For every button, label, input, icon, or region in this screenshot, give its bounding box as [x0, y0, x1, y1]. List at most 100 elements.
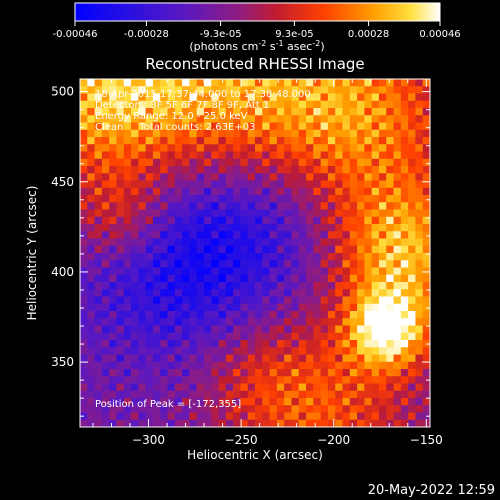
heatmap-cell [225, 267, 234, 276]
heatmap-cell [364, 412, 373, 421]
heatmap-cell [364, 303, 373, 312]
heatmap-cell [276, 216, 285, 225]
heatmap-cell [189, 79, 198, 87]
heatmap-cell [87, 296, 95, 305]
heatmap-cell [400, 398, 409, 406]
heatmap-cell [211, 361, 219, 370]
heatmap-cell [182, 86, 190, 94]
heatmap-cell [313, 195, 322, 203]
heatmap-cell [160, 267, 168, 276]
heatmap-cell [320, 129, 329, 138]
heatmap-cell [218, 180, 227, 189]
heatmap-cell [415, 325, 424, 334]
heatmap-cell [247, 282, 256, 290]
heatmap-cell [298, 398, 307, 406]
heatmap-cell [160, 144, 168, 152]
heatmap-cell [182, 325, 190, 334]
heatmap-cell [393, 332, 402, 341]
heatmap-cell [313, 245, 322, 254]
heatmap-cell [335, 129, 343, 138]
heatmap-cell [320, 216, 329, 225]
heatmap-cell [378, 289, 387, 297]
heatmap-cell [393, 260, 402, 268]
heatmap-cell [211, 209, 219, 218]
heatmap-cell [386, 340, 394, 348]
heatmap-cell [87, 195, 95, 203]
heatmap-cell [291, 93, 300, 102]
heatmap-cell [255, 311, 263, 319]
heatmap-cell [335, 412, 343, 421]
heatmap-cell [218, 151, 227, 160]
heatmap-cell [203, 332, 212, 341]
heatmap-cell [225, 238, 234, 247]
heatmap-cell [240, 144, 249, 152]
heatmap-cell [262, 209, 270, 218]
heatmap-cell [298, 347, 307, 355]
heatmap-cell [131, 369, 139, 377]
heatmap-cell [225, 151, 234, 160]
heatmap-cell [233, 79, 241, 87]
heatmap-cell [131, 144, 139, 152]
heatmap-cell [291, 296, 300, 305]
heatmap-cell [313, 398, 322, 406]
heatmap-cell [422, 195, 430, 203]
heatmap-cell [116, 108, 125, 116]
heatmap-cell [211, 419, 219, 427]
heatmap-cell [306, 267, 314, 276]
heatmap-cell [233, 202, 241, 210]
heatmap-cell [225, 187, 234, 196]
heatmap-cell [269, 325, 278, 334]
heatmap-cell [342, 122, 351, 131]
heatmap-cell [240, 224, 249, 232]
heatmap-cell [408, 383, 416, 392]
heatmap-cell [225, 274, 234, 283]
heatmap-cell [335, 419, 343, 427]
heatmap-cell [131, 187, 139, 196]
heatmap-cell [364, 158, 373, 167]
heatmap-cell [196, 137, 205, 145]
heatmap-cell [94, 137, 103, 145]
heatmap-cell [160, 231, 168, 239]
heatmap-cell [138, 398, 147, 406]
heatmap-cell [298, 267, 307, 276]
heatmap-cell [276, 86, 285, 94]
heatmap-cell [342, 216, 351, 225]
heatmap-cell [276, 173, 285, 181]
heatmap-cell [335, 202, 343, 210]
heatmap-cell [371, 108, 380, 116]
heatmap-cell [225, 398, 234, 406]
heatmap-cell [145, 274, 154, 283]
heatmap-cell [138, 202, 147, 210]
heatmap-cell [408, 282, 416, 290]
heatmap-cell [320, 369, 329, 377]
heatmap-cell [211, 332, 219, 341]
heatmap-cell [386, 79, 394, 87]
heatmap-cell [87, 93, 95, 102]
heatmap-cell [313, 282, 322, 290]
heatmap-cell [335, 100, 343, 109]
heatmap-cell [160, 79, 168, 87]
heatmap-cell [335, 86, 343, 94]
heatmap-cell [240, 100, 249, 109]
heatmap-cell [196, 187, 205, 196]
heatmap-cell [240, 158, 249, 167]
heatmap-cell [109, 245, 117, 254]
heatmap-cell [167, 209, 176, 218]
heatmap-cell [247, 274, 256, 283]
heatmap-cell [196, 274, 205, 283]
heatmap-cell [422, 224, 430, 232]
heatmap-cell [364, 354, 373, 363]
heatmap-cell [131, 115, 139, 123]
heatmap-cell [357, 158, 365, 167]
heatmap-cell [189, 412, 198, 421]
heatmap-cell [327, 282, 336, 290]
heatmap-cell [276, 354, 285, 363]
heatmap-cell [123, 390, 132, 399]
heatmap-cell [327, 180, 336, 189]
heatmap-cell [247, 253, 256, 261]
heatmap-cell [276, 361, 285, 370]
heatmap-cell [313, 412, 322, 421]
heatmap-cell [174, 347, 183, 355]
heatmap-cell [131, 340, 139, 348]
heatmap-cell [152, 93, 161, 102]
